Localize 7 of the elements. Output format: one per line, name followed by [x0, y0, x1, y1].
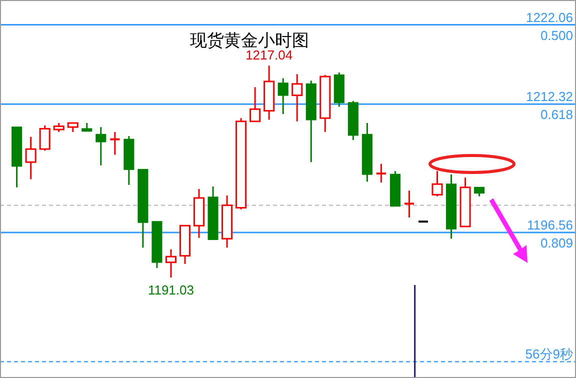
- ref-line-label: 1222.06 0.500: [526, 10, 573, 43]
- text: 现货黄金小时图: [190, 31, 309, 50]
- ref-line-label: 56分9秒: [525, 346, 573, 362]
- annotation: 1217.04: [246, 48, 293, 63]
- ref-line-label: 1212.32 0.618: [526, 89, 573, 122]
- annotation: 1191.03: [148, 282, 194, 298]
- ref-line-label: 1196.56 0.809: [526, 218, 573, 251]
